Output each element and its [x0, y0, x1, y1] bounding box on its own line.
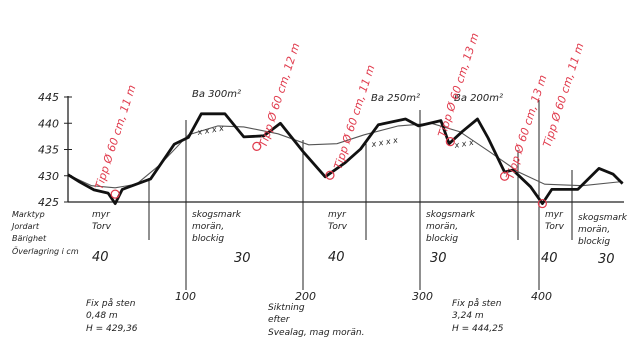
y-tick-label: 440	[38, 117, 59, 130]
row-label: Marktyp	[12, 210, 45, 219]
segment-text: skogsmark	[192, 210, 242, 220]
segment-depth: 40	[92, 250, 109, 265]
segment-text: skogsmark	[578, 213, 628, 223]
footnote-1: Fix på sten 0,48 m H = 429,36	[86, 298, 138, 334]
red-annotations: Tipp Ø 60 cm, 11 m Tipp Ø 60 cm, 12 m Ti…	[92, 31, 586, 191]
footnote-line: 0,48 m	[86, 311, 118, 321]
footnote-2: Siktning efter Svealag, mag morän.	[268, 303, 364, 338]
segment-text: blockig	[192, 234, 224, 244]
segment-text: myr	[92, 210, 111, 220]
chainage-label: 200	[295, 290, 316, 303]
y-tick-label: 435	[38, 144, 59, 157]
y-tick-label: 430	[38, 170, 59, 183]
chainage-label: 400	[531, 290, 552, 303]
y-tick-label: 425	[38, 196, 59, 209]
segment-3: myr Torv 40	[328, 210, 348, 265]
red-annotation: Tipp Ø 60 cm, 11 m	[92, 83, 138, 191]
footnote-line: H = 444,25	[452, 324, 504, 334]
footnote-line: Siktning	[268, 303, 305, 313]
red-annotation: Tipp Ø 60 cm, 11 m	[540, 41, 586, 149]
segment-1: myr Torv 40	[92, 210, 112, 265]
footnote-line: efter	[268, 315, 291, 325]
segment-text: morän,	[192, 222, 224, 232]
segment-depth: 30	[598, 252, 615, 267]
y-axis-ticks: 445 440 435 430 425	[38, 91, 72, 209]
footnote-line: H = 429,36	[86, 324, 138, 334]
area-label-2: Ba 250m²	[371, 93, 420, 104]
segment-text: Torv	[545, 222, 565, 232]
segment-text: blockig	[426, 234, 458, 244]
dump-marker	[325, 170, 335, 180]
dump-marker	[500, 171, 510, 181]
red-annotation: Tipp Ø 60 cm, 13 m	[503, 73, 549, 181]
design-line	[67, 122, 623, 189]
segment-text: morän,	[426, 222, 458, 232]
footnote-line: Svealag, mag morän.	[268, 328, 364, 338]
segment-6: skogsmark morän, blockig 30	[578, 213, 628, 267]
y-tick-label: 445	[38, 91, 59, 104]
row-label: Jordart	[10, 222, 40, 231]
footnote-line: Fix på sten	[86, 298, 136, 309]
segment-depth: 40	[541, 251, 558, 266]
row-label: Överlagring i cm	[12, 246, 79, 256]
segment-text: myr	[328, 210, 347, 220]
dump-marker	[537, 198, 547, 209]
segment-text: Torv	[92, 222, 112, 232]
footnote-line: 3,24 m	[452, 311, 484, 321]
segment-4: skogsmark morän, blockig 30	[426, 210, 476, 266]
segment-text: morän,	[578, 225, 610, 235]
red-annotation: Tipp Ø 60 cm, 12 m	[256, 41, 302, 149]
chainage-label: 100	[175, 290, 196, 303]
dump-marker	[110, 189, 120, 199]
segment-text: skogsmark	[426, 210, 476, 220]
segment-text: myr	[545, 210, 564, 220]
dump-markers	[110, 137, 547, 209]
segment-5: myr Torv 40	[541, 210, 565, 266]
ground-profile-line	[67, 112, 624, 206]
segment-depth: 40	[328, 250, 345, 265]
row-label: Bärighet	[12, 234, 47, 243]
segment-2: skogsmark morän, blockig 30	[192, 210, 251, 266]
segment-text: Torv	[328, 222, 348, 232]
dump-marker	[445, 137, 455, 147]
segment-text: blockig	[578, 237, 610, 247]
stone-hatch-mark: x x x x	[196, 123, 225, 137]
footnote-3: Fix på sten 3,24 m H = 444,25	[452, 298, 504, 334]
stone-hatch-mark: x x x x	[370, 135, 399, 149]
chainage-label: 300	[412, 290, 433, 303]
dump-marker	[252, 141, 262, 151]
area-label-3: Ba 200m²	[454, 93, 503, 104]
stone-hatch-mark: x x x	[453, 138, 475, 150]
footnote-line: Fix på sten	[452, 298, 502, 309]
division-lines	[148, 100, 573, 290]
area-label-1: Ba 300m²	[192, 89, 241, 100]
row-labels: Marktyp Jordart Bärighet Överlagring i c…	[10, 210, 79, 256]
segment-depth: 30	[234, 251, 251, 266]
segment-depth: 30	[430, 251, 447, 266]
x-axis-labels: 100 200 300 400	[175, 290, 552, 303]
